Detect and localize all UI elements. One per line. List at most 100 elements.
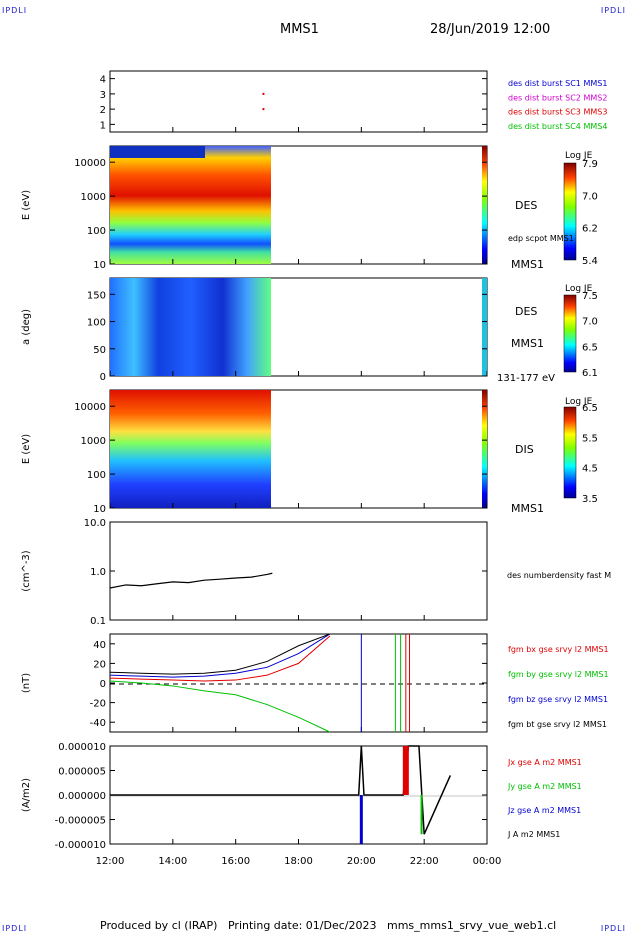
corner-label-bottom-left: IPDLI	[2, 924, 28, 933]
dis_energy-ytick-label: 10000	[74, 402, 106, 413]
density-ylabel: (cm^-3)	[21, 550, 32, 591]
bfield-ytick-label: 20	[93, 659, 106, 670]
current-legend-entry: J A m2 MMS1	[507, 830, 560, 839]
bfield-ytick-label: -20	[90, 699, 106, 710]
burst-legend-entry: des dist burst SC3 MMS3	[508, 108, 607, 117]
bfield-ytick-label: -40	[90, 718, 106, 729]
current-line	[110, 745, 452, 835]
dis-energy-spectrogram	[110, 390, 271, 508]
dis-energy-sublabel: MMS1	[511, 502, 544, 515]
corner-label-top-left: IPDLI	[2, 6, 28, 15]
des_pitch-colorbar-tick: 6.5	[582, 342, 598, 353]
current-ylabel: (A/m2)	[21, 778, 32, 812]
axis-ticks-layer: 4321100001000100101501005001000010001001…	[55, 75, 609, 867]
des_pitch-colorbar-tick: 6.1	[582, 368, 598, 379]
burst-point	[262, 92, 265, 95]
dis-energy-colorbar-title: Log JE	[565, 397, 593, 407]
time-tick-label: 14:00	[158, 856, 187, 867]
des_pitch-ytick-label: 150	[87, 290, 106, 301]
footer-script-name: mms_mms1_srvy_vue_web1.cl	[387, 919, 557, 932]
dis_energy-colorbar-tick: 4.5	[582, 464, 598, 475]
time-tick-label: 16:00	[221, 856, 250, 867]
burst-ytick-label: 2	[100, 105, 106, 116]
bfield-series-line	[109, 633, 331, 678]
bfield-legend-entry: fgm bz gse srvy l2 MMS1	[508, 695, 608, 704]
dis-energy-colorbar	[563, 406, 577, 499]
time-tick-label: 20:00	[347, 856, 376, 867]
des-energy-ylabel: E (eV)	[21, 190, 32, 220]
footer-printing-date: Printing date: 01/Dec/2023	[227, 919, 377, 932]
burst-legend-entry: des dist burst SC1 MMS1	[508, 79, 607, 88]
des-pitch-colorbar	[563, 294, 577, 373]
burst-point	[262, 108, 265, 111]
dis_energy-ytick-label: 10	[93, 504, 106, 515]
footer: Produced by cl (IRAP) Printing date: 01/…	[100, 919, 556, 932]
time-tick-label: 00:00	[473, 856, 502, 867]
des_energy-colorbar-tick: 5.4	[582, 256, 598, 267]
des_pitch-ytick-label: 0	[100, 372, 106, 383]
bfield-ylabel: (nT)	[21, 673, 32, 693]
des_pitch-colorbar-tick: 7.0	[582, 317, 598, 328]
dis-energy-ylabel: E (eV)	[21, 434, 32, 464]
des_energy-colorbar-tick: 6.2	[582, 224, 598, 235]
bfield-series-line	[109, 680, 331, 733]
des-pitch-ylabel: a (deg)	[21, 309, 32, 345]
current-ytick-label: 0.000000	[58, 791, 106, 802]
des_energy-ytick-label: 10	[93, 260, 106, 271]
des-energy-high-band	[110, 146, 205, 158]
des-energy-colorbar-title: Log JE	[565, 151, 593, 161]
corner-label-top-right: IPDLI	[600, 6, 626, 15]
current-ytick-label: 0.000005	[58, 767, 106, 778]
burst-panel-frame	[109, 70, 488, 133]
bfield-ytick-label: 40	[93, 640, 106, 651]
des-energy-label: DES	[515, 199, 537, 212]
des_energy-ytick-label: 10000	[74, 158, 106, 169]
bfield-legend-entry: fgm bx gse srvy l2 MMS1	[508, 645, 609, 654]
time-tick-label: 18:00	[284, 856, 313, 867]
dis-energy-label: DIS	[515, 443, 534, 456]
current-ytick-label: 0.000010	[58, 742, 106, 753]
burst-ytick-label: 1	[100, 120, 106, 131]
dis_energy-ytick-label: 100	[87, 470, 106, 481]
time-tick-label: 22:00	[410, 856, 439, 867]
des-energy-overlay-label: edp scpot MMS1	[508, 234, 574, 243]
des-pitch-colorbar-title: Log JE	[565, 284, 593, 294]
current-legend-entry: Jy gse A m2 MMS1	[507, 782, 582, 791]
bfield-legend-entry: fgm by gse srvy l2 MMS1	[508, 670, 609, 679]
data-marks-layer	[109, 92, 452, 844]
des_energy-ytick-label: 1000	[81, 192, 106, 203]
density-line	[109, 572, 273, 589]
des-pitch-spectrogram	[110, 278, 271, 376]
dis_energy-ytick-label: 1000	[81, 436, 106, 447]
corner-label-bottom-right: IPDLI	[600, 924, 626, 933]
bfield-legend-entry: fgm bt gse srvy l2 MMS1	[508, 720, 607, 729]
density-legend: des numberdensity fast M	[507, 571, 611, 580]
density-ytick-label: 10.0	[84, 518, 106, 529]
dis_energy-colorbar-tick: 5.5	[582, 433, 598, 444]
des-pitch-sublabel: MMS1	[511, 337, 544, 350]
des_pitch-colorbar-tick: 7.5	[582, 291, 598, 302]
burst-legend-entry: des dist burst SC2 MMS2	[508, 93, 607, 102]
current-ytick-label: -0.000010	[55, 840, 106, 851]
des_pitch-ytick-label: 100	[87, 318, 106, 329]
des_energy-colorbar-tick: 7.9	[582, 159, 598, 170]
density-ytick-label: 0.1	[90, 616, 106, 627]
bfield-series-line	[109, 633, 331, 675]
current-legend-entry: Jx gse A m2 MMS1	[507, 758, 582, 767]
des-pitch-energy-range: 131-177 eV	[497, 373, 555, 384]
plot-datetime: 28/Jun/2019 12:00	[430, 22, 551, 37]
density-panel-frame	[109, 521, 488, 621]
dis_energy-colorbar-tick: 3.5	[582, 494, 598, 505]
des-energy-edge-strip	[482, 146, 487, 264]
burst-ytick-label: 3	[100, 90, 106, 101]
current-ytick-label: -0.000005	[55, 816, 106, 827]
bfield-ytick-label: 0	[100, 679, 106, 690]
des-pitch-edge-strip	[482, 278, 487, 376]
bfield-series-line	[109, 635, 331, 682]
des_energy-ytick-label: 100	[87, 226, 106, 237]
burst-ytick-label: 4	[100, 75, 106, 86]
des-energy-colorbar	[563, 162, 577, 261]
dis-energy-edge-strip	[482, 390, 487, 508]
dis_energy-colorbar-tick: 6.5	[582, 403, 598, 414]
